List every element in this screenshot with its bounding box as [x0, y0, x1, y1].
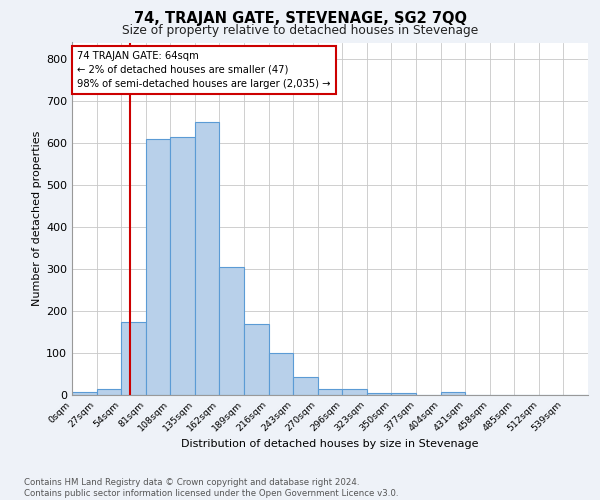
Bar: [342, 388, 367, 395]
Text: 74 TRAJAN GATE: 64sqm
← 2% of detached houses are smaller (47)
98% of semi-detac: 74 TRAJAN GATE: 64sqm ← 2% of detached h…: [77, 51, 331, 89]
Bar: [146, 139, 170, 395]
Bar: [318, 388, 342, 395]
Text: Size of property relative to detached houses in Stevenage: Size of property relative to detached ho…: [122, 24, 478, 37]
Bar: [391, 393, 416, 395]
Bar: [170, 137, 195, 395]
Bar: [269, 353, 293, 395]
Text: 74, TRAJAN GATE, STEVENAGE, SG2 7QQ: 74, TRAJAN GATE, STEVENAGE, SG2 7QQ: [133, 11, 467, 26]
Y-axis label: Number of detached properties: Number of detached properties: [32, 131, 42, 306]
Bar: [220, 267, 244, 395]
Bar: [367, 393, 391, 395]
Text: Contains HM Land Registry data © Crown copyright and database right 2024.
Contai: Contains HM Land Registry data © Crown c…: [24, 478, 398, 498]
Bar: [72, 392, 97, 395]
Bar: [97, 388, 121, 395]
Bar: [440, 392, 465, 395]
Bar: [121, 322, 146, 395]
Bar: [293, 378, 318, 395]
Bar: [195, 122, 220, 395]
Bar: [244, 324, 269, 395]
X-axis label: Distribution of detached houses by size in Stevenage: Distribution of detached houses by size …: [181, 439, 479, 449]
